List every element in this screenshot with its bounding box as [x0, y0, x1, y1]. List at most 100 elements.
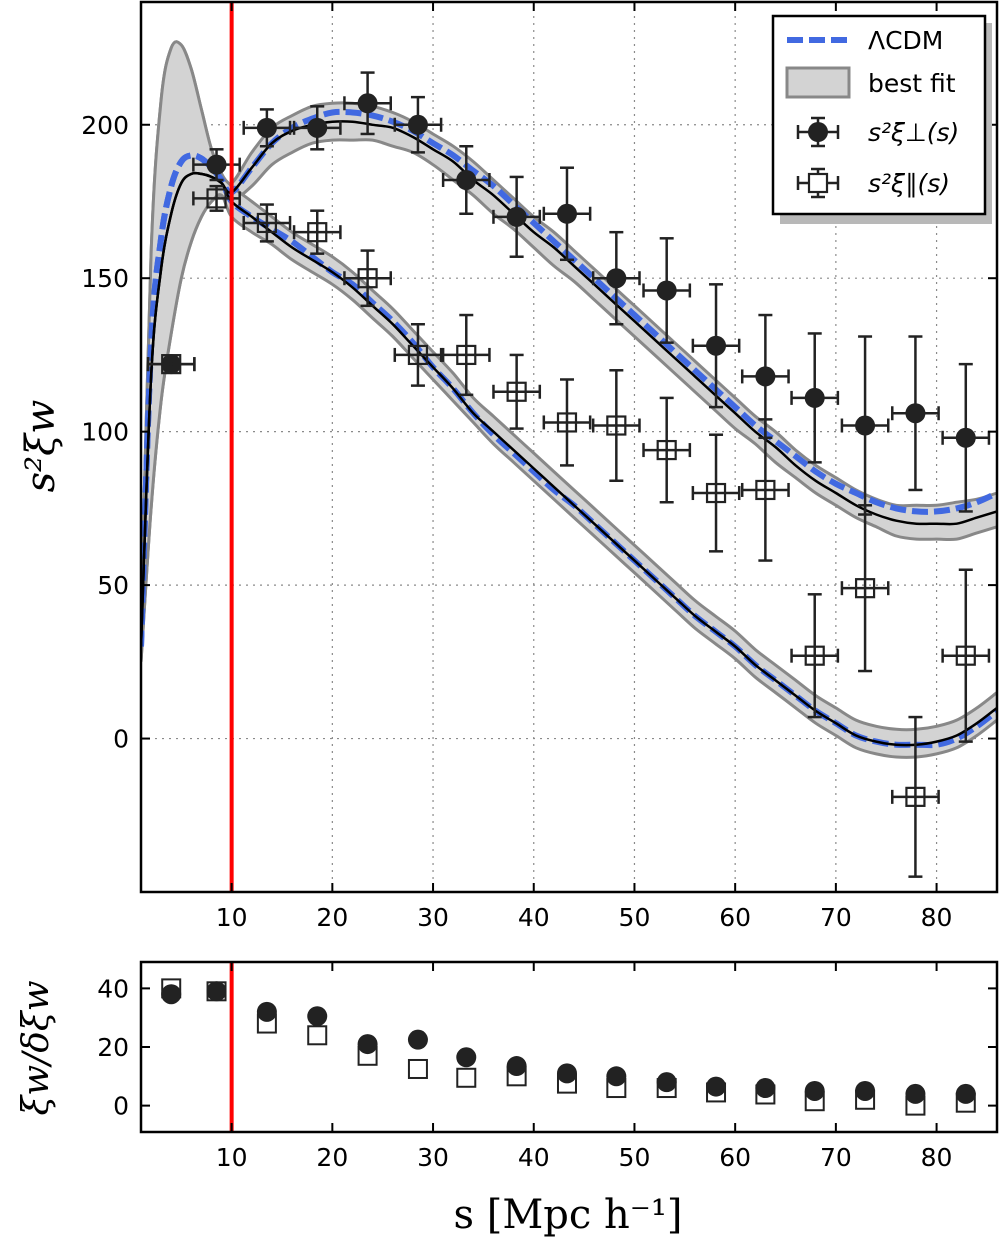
ratio-perp-marker	[307, 1006, 328, 1027]
par-data-point	[691, 433, 741, 553]
perp-data-point	[740, 313, 790, 440]
ratio-perp-marker	[606, 1066, 627, 1087]
perp-data-point	[642, 237, 692, 344]
x-tick-label: 30	[417, 903, 449, 932]
par-data-point	[790, 593, 840, 719]
ratio-perp-marker	[206, 981, 227, 1002]
y-tick-label: 100	[81, 418, 129, 447]
ratio-x-tick-label: 40	[518, 1143, 550, 1172]
ratio-x-tick-label: 60	[719, 1143, 751, 1172]
y-tick-label: 50	[97, 571, 129, 600]
perp-data-point	[790, 332, 840, 464]
ratio-perp-marker	[706, 1076, 727, 1097]
legend-item-lcdm: ΛCDM	[787, 26, 943, 55]
x-tick-label: 70	[820, 903, 852, 932]
ratio-x-tick-label: 20	[316, 1143, 348, 1172]
ratio-perp-marker	[357, 1034, 378, 1055]
ratio-par-marker	[307, 1025, 328, 1046]
par-data-point	[146, 354, 196, 375]
perp-data-point	[840, 335, 890, 516]
perp-marker	[855, 415, 876, 436]
legend-lcdm-label: ΛCDM	[868, 26, 943, 55]
par-marker	[407, 344, 429, 366]
perp-data-point	[441, 144, 491, 216]
main-ticks: 10 20 30 40 50 60 70 80 0 50 100 150 200	[81, 2, 997, 932]
ratio-par-marker	[556, 1073, 577, 1094]
ratio-x-tick-label: 70	[820, 1143, 852, 1172]
par-marker	[456, 344, 477, 366]
par-marker	[307, 222, 328, 243]
perp-marker	[357, 93, 378, 114]
par-marker	[206, 188, 227, 209]
perp-data-point	[591, 230, 641, 326]
par-data-point	[343, 249, 393, 308]
ratio-par-marker	[606, 1078, 627, 1099]
par-data-point	[840, 504, 890, 673]
ratio-perp-marker	[755, 1078, 776, 1099]
par-data-point	[393, 322, 443, 387]
legend-item-bestfit: best fit	[785, 66, 956, 99]
ratio-ticks: 10 20 30 40 50 60 70 80 0 20 40	[97, 962, 997, 1172]
par-data-point	[891, 715, 940, 878]
ratio-par-marker	[407, 1058, 428, 1079]
ratio-perp-marker	[456, 1047, 477, 1068]
legend-item-perp: s²ξ⊥(s)	[796, 116, 959, 148]
perp-data-point	[242, 108, 292, 148]
ratio-ylabel: ξw/δξw	[16, 980, 57, 1115]
par-marker	[556, 412, 578, 433]
ratio-par-marker	[256, 1013, 277, 1034]
perp-marker	[456, 170, 477, 190]
par-data-point	[740, 418, 790, 562]
x-tick-label: 40	[518, 903, 550, 932]
data-points	[146, 71, 991, 878]
par-data-point	[941, 568, 991, 743]
legend-bestfit-label: best fit	[868, 69, 956, 98]
main-plot-frame	[139, 0, 999, 894]
par-data-point	[542, 378, 592, 467]
par-data-point	[642, 396, 692, 504]
perp-data-point	[343, 71, 393, 136]
ratio-perp-marker	[161, 984, 182, 1005]
ratio-perp-marker	[256, 1001, 277, 1022]
best-fit-line-par	[141, 171, 997, 747]
ratio-par-marker	[456, 1067, 477, 1088]
ratio-y-tick-label: 20	[97, 1033, 129, 1062]
ratio-perp-marker	[407, 1029, 428, 1050]
ratio-par-marker	[357, 1045, 378, 1066]
perp-marker	[206, 154, 227, 175]
perp-data-point	[393, 95, 443, 154]
x-axis-label: s [Mpc h⁻¹]	[453, 1192, 682, 1238]
par-marker	[854, 578, 876, 599]
ratio-perp-marker	[556, 1063, 577, 1084]
par-marker	[357, 268, 378, 289]
par-marker	[161, 354, 182, 375]
ratio-x-tick-label: 50	[619, 1143, 651, 1172]
par-marker	[755, 479, 776, 501]
perp-marker	[307, 117, 328, 138]
perp-data-point	[941, 362, 991, 513]
ratio-perp-marker	[905, 1083, 926, 1104]
perp-marker	[755, 366, 776, 387]
ratio-par-marker	[955, 1092, 976, 1113]
ratio-par-marker	[855, 1089, 876, 1110]
best-fit-band-edge-upper-par	[141, 40, 997, 732]
ratio-plot-frame	[139, 960, 999, 1134]
par-data-point	[591, 369, 641, 483]
ratio-x-tick-label: 80	[921, 1143, 953, 1172]
y-tick-label: 0	[113, 725, 129, 754]
legend-par-label: s²ξ∥(s)	[868, 169, 950, 198]
perp-data-point	[542, 166, 592, 262]
ratio-x-tick-label: 10	[216, 1143, 248, 1172]
perp-marker	[556, 203, 577, 224]
ratio-panel: 10 20 30 40 50 60 70 80 0 20 40 ξw/δξw s [Mpc h⁻¹]	[16, 960, 999, 1238]
perp-marker	[407, 114, 428, 135]
par-marker	[905, 786, 926, 807]
ratio-par-marker	[755, 1084, 776, 1105]
perp-marker	[256, 117, 277, 138]
par-marker	[256, 212, 277, 234]
perp-marker	[955, 427, 976, 448]
lcdm-line-perp	[141, 108, 997, 647]
perp-data-point	[192, 148, 241, 182]
perp-marker	[606, 268, 627, 289]
